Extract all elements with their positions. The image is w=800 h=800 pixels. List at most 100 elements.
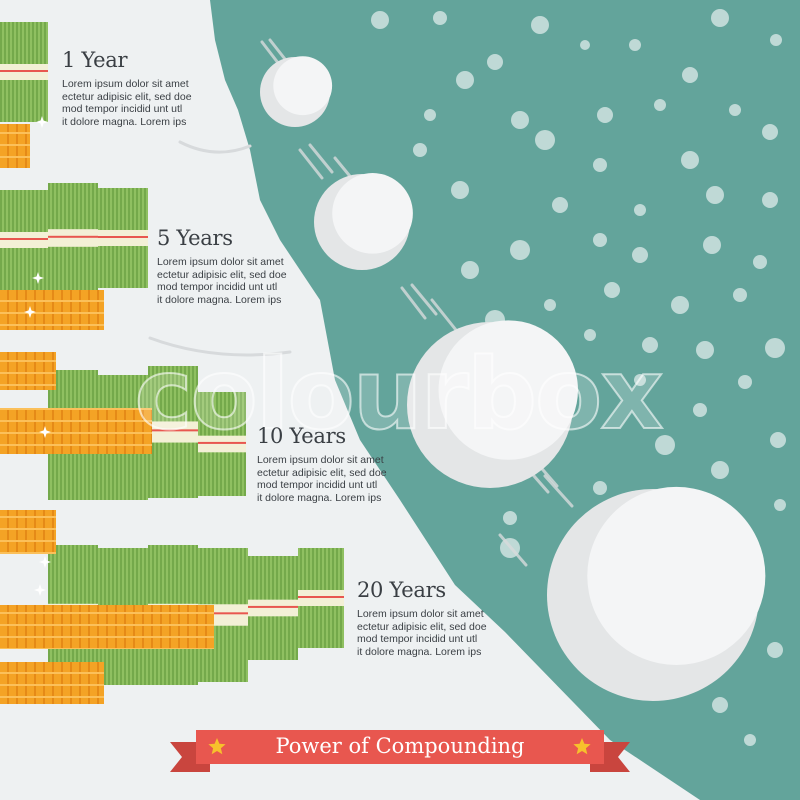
money-stacks xyxy=(0,22,344,704)
snow-dot xyxy=(451,181,469,199)
cash-bundle xyxy=(98,188,148,288)
snow-dot xyxy=(487,54,503,70)
snow-dot xyxy=(711,9,729,27)
snow-dot xyxy=(642,337,658,353)
snow-dot xyxy=(535,130,555,150)
snow-dot xyxy=(629,39,641,51)
snow-dot xyxy=(424,109,436,121)
snow-dot xyxy=(433,11,447,25)
snow-dot xyxy=(604,282,620,298)
snow-dot xyxy=(634,204,646,216)
snow-dot xyxy=(770,34,782,46)
snow-dot xyxy=(503,511,517,525)
snow-dot xyxy=(733,288,747,302)
stage-10-years: 10 Years Lorem ipsum dolor sit amet ecte… xyxy=(257,424,387,504)
snow-dot xyxy=(511,111,529,129)
cash-band-stripe xyxy=(298,596,344,598)
stage-1-year: 1 Year Lorem ipsum dolor sit amet ectetu… xyxy=(62,48,192,128)
cash-band-stripe xyxy=(0,70,48,72)
snowball xyxy=(314,173,413,270)
stage-title: 1 Year xyxy=(62,48,128,72)
coin-body xyxy=(0,290,104,330)
stage-title: 10 Years xyxy=(257,424,346,448)
cash-band xyxy=(48,229,98,247)
trail-line xyxy=(498,533,528,567)
stage-description: Lorem ipsum dolor sit amet ectetur adipi… xyxy=(62,78,192,128)
snow-dot xyxy=(552,197,568,213)
snow-dot xyxy=(738,375,752,389)
cash-band-stripe xyxy=(98,236,148,238)
snowball xyxy=(260,56,333,127)
snow-dot xyxy=(632,247,648,263)
title-ribbon xyxy=(170,730,630,772)
snow-dot xyxy=(531,16,549,34)
coin-stack xyxy=(0,510,56,554)
snow-dot xyxy=(413,143,427,157)
cash-bundle xyxy=(198,392,246,496)
snow-dot xyxy=(597,107,613,123)
cash-band xyxy=(198,435,246,453)
coin-body xyxy=(0,605,214,649)
sparkle-icon xyxy=(39,556,51,568)
sparkle-icon xyxy=(34,584,46,596)
cash-band-stripe xyxy=(248,605,298,608)
snow-dot xyxy=(654,99,666,111)
snow-dot xyxy=(770,432,786,448)
ribbon-body xyxy=(196,730,604,764)
trail-line xyxy=(308,143,334,174)
cash-bundle xyxy=(0,22,48,122)
cash-bundle xyxy=(298,548,344,648)
track-curve xyxy=(178,140,252,154)
snow-dot xyxy=(765,338,785,358)
snow-dot xyxy=(706,186,724,204)
snow-dot xyxy=(593,158,607,172)
snow-dot xyxy=(711,461,729,479)
trail-line xyxy=(430,298,458,332)
coin-body xyxy=(0,408,152,454)
sparkle-icon xyxy=(36,116,48,128)
stage-description: Lorem ipsum dolor sit amet ectetur adipi… xyxy=(257,454,387,504)
snow-dot xyxy=(584,329,596,341)
trail-line xyxy=(298,148,324,180)
trail-line xyxy=(410,283,438,316)
snowball xyxy=(547,486,766,701)
trail-line xyxy=(400,286,427,320)
cash-band-stripe xyxy=(198,441,246,444)
stage-20-years: 20 Years Lorem ipsum dolor sit amet ecte… xyxy=(357,578,487,658)
cash-bundle xyxy=(148,366,198,498)
coin-body xyxy=(0,352,56,390)
coin-stack xyxy=(0,124,30,168)
coin-body xyxy=(0,124,30,168)
snow-dot xyxy=(655,435,675,455)
cash-band-stripe xyxy=(48,235,98,238)
snow-dot xyxy=(712,697,728,713)
cash-band-stripe xyxy=(0,238,48,240)
snow-dot xyxy=(753,255,767,269)
stage-description: Lorem ipsum dolor sit amet ectetur adipi… xyxy=(157,256,287,306)
star-icon xyxy=(573,738,591,755)
snow-dot xyxy=(580,40,590,50)
snowballs xyxy=(260,56,766,701)
snow-dot xyxy=(634,374,646,386)
cash-bundle xyxy=(0,190,48,290)
cash-band-stripe xyxy=(148,429,198,432)
coin-stack xyxy=(0,662,104,704)
stage-title: 5 Years xyxy=(157,226,233,250)
snow-dot xyxy=(729,104,741,116)
sparkle-icon xyxy=(39,426,51,438)
snow-dot xyxy=(696,341,714,359)
track-curve xyxy=(148,336,292,357)
trail-line xyxy=(543,474,574,508)
snow-dot xyxy=(774,499,786,511)
snow-dot xyxy=(762,192,778,208)
snow-dot xyxy=(681,151,699,169)
snowball-highlight xyxy=(587,486,766,665)
snow-dot xyxy=(682,67,698,83)
ribbon-stars xyxy=(208,738,591,755)
snow-dot xyxy=(767,642,783,658)
snow-dot xyxy=(456,71,474,89)
snowball-highlight xyxy=(273,56,333,116)
sparkle-icon xyxy=(24,306,36,318)
